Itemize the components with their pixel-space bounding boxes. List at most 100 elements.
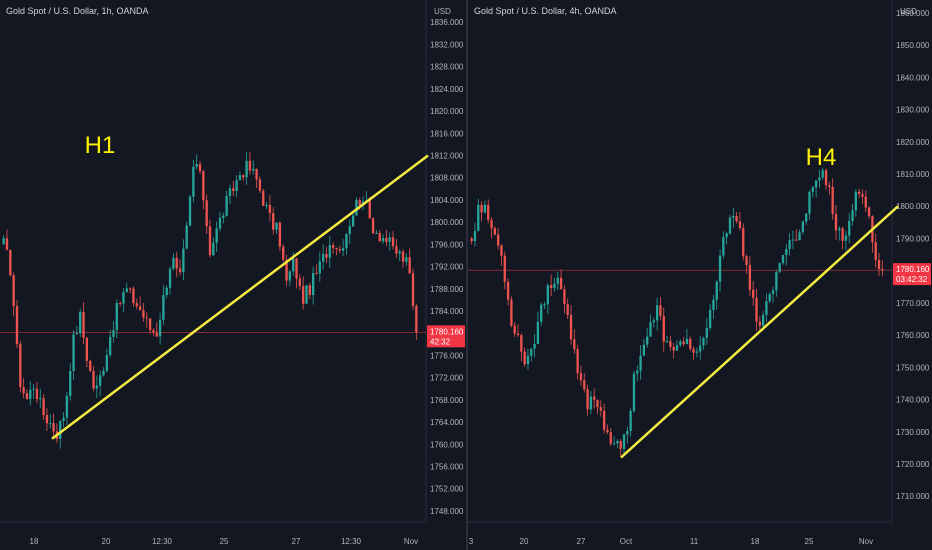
- candle: [520, 333, 523, 362]
- candle-body: [470, 238, 473, 242]
- candle: [378, 230, 381, 242]
- candle-body: [510, 299, 513, 326]
- candle: [814, 180, 818, 198]
- candle: [871, 215, 874, 253]
- candle-body: [272, 213, 275, 230]
- price-axis: 1836.000 1832.000 1828.000 1824.000 1820.000…: [425, 0, 464, 522]
- candle-body: [798, 232, 801, 241]
- candle: [490, 217, 493, 239]
- candle: [371, 217, 375, 235]
- candle-body: [368, 200, 371, 219]
- candle-body: [222, 215, 225, 218]
- candle-body: [861, 193, 864, 197]
- candle-body: [646, 336, 649, 345]
- candle-body: [265, 205, 268, 207]
- candle: [811, 185, 814, 198]
- candle: [775, 270, 778, 297]
- candle-body: [158, 319, 162, 337]
- candle-body: [185, 225, 188, 249]
- candle: [606, 424, 609, 435]
- candle-body: [818, 177, 821, 181]
- candle-body: [242, 175, 245, 178]
- candle-body: [75, 333, 79, 335]
- candle: [232, 180, 235, 196]
- candle: [278, 221, 282, 252]
- candle-body: [735, 216, 738, 222]
- candle-body: [689, 338, 692, 349]
- candle: [805, 212, 808, 225]
- h4-chart-svg[interactable]: 1860.000 1850.000 1840.000 1830.000 1820.000…: [468, 0, 932, 550]
- bar-countdown: 03:42:32: [896, 275, 928, 284]
- candle: [148, 317, 152, 334]
- time-tick-label: 12:30: [341, 537, 362, 546]
- candle: [506, 278, 510, 306]
- candle-body: [42, 398, 45, 416]
- chart-pane-h1[interactable]: 1836.000 1832.000 1828.000 1824.000 1820.000…: [0, 0, 466, 550]
- candle-body: [72, 334, 75, 372]
- candle-body: [536, 321, 540, 344]
- candle: [788, 233, 791, 256]
- candle: [483, 200, 487, 214]
- candle-body: [295, 258, 298, 279]
- candle-body: [642, 344, 646, 356]
- price-tick-label: 1836.000: [430, 18, 464, 27]
- candle-body: [155, 332, 158, 337]
- candle: [22, 378, 25, 399]
- candle-body: [483, 204, 487, 213]
- price-tick-label: 1824.000: [430, 85, 464, 94]
- candle: [742, 223, 745, 261]
- candle: [473, 223, 477, 247]
- pane-divider[interactable]: [466, 0, 468, 550]
- candle: [503, 251, 506, 290]
- candle: [612, 436, 616, 446]
- candle: [102, 367, 105, 377]
- candle: [818, 169, 821, 189]
- candle-body: [228, 188, 232, 197]
- time-tick-label: 25: [805, 537, 814, 546]
- candle: [245, 151, 248, 185]
- candle-body: [335, 247, 338, 250]
- candle-body: [877, 259, 881, 269]
- candle-body: [9, 249, 12, 276]
- chart-pane-h4[interactable]: 1860.000 1850.000 1840.000 1830.000 1820.000…: [468, 0, 932, 550]
- candle: [82, 302, 85, 345]
- candle-body: [39, 398, 42, 400]
- candle: [152, 328, 155, 337]
- candle: [242, 174, 245, 181]
- candle: [573, 329, 576, 354]
- candle: [235, 175, 238, 197]
- candle-body: [315, 273, 318, 275]
- candle-body: [198, 164, 202, 172]
- candle: [45, 408, 49, 431]
- candle: [841, 226, 844, 250]
- currency-label: USD: [900, 7, 917, 16]
- price-tick-label: 1788.000: [430, 285, 464, 294]
- candle-body: [125, 288, 128, 293]
- candle-body: [659, 305, 662, 316]
- candle-body: [576, 349, 579, 374]
- candle: [35, 382, 39, 404]
- candle-body: [573, 339, 576, 350]
- candle-body: [728, 217, 732, 234]
- candle: [145, 312, 148, 328]
- candle-body: [801, 221, 805, 233]
- candle-body: [192, 166, 195, 197]
- candle-body: [811, 187, 814, 192]
- candle-body: [662, 315, 665, 342]
- candle: [205, 194, 208, 235]
- candle: [142, 302, 145, 322]
- candle: [275, 222, 278, 234]
- candle-body: [318, 261, 321, 274]
- candle-body: [493, 228, 496, 235]
- candle-body: [275, 222, 278, 230]
- candle-body: [748, 265, 752, 290]
- h1-chart-svg[interactable]: 1836.000 1832.000 1828.000 1824.000 1820.000…: [0, 0, 466, 550]
- candle: [566, 298, 569, 319]
- candle: [158, 312, 162, 345]
- candle-body: [831, 186, 834, 215]
- candle-body: [235, 180, 238, 191]
- price-tick-label: 1756.000: [430, 462, 464, 471]
- candle: [321, 244, 325, 270]
- candle: [510, 296, 513, 328]
